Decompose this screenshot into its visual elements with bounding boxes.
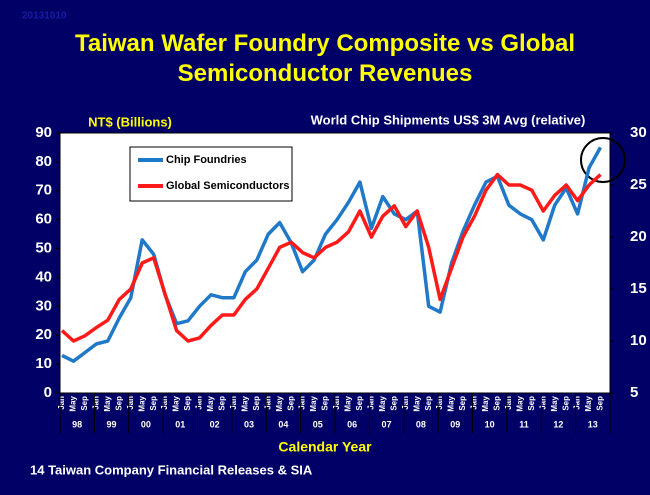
x-tick-label: Sep xyxy=(493,396,502,411)
x-tick-label: May xyxy=(447,395,456,411)
year-label: 02 xyxy=(210,419,220,429)
year-label: 13 xyxy=(588,419,598,429)
y2-tick-label: 10 xyxy=(630,332,647,349)
year-label: 10 xyxy=(485,419,495,429)
year-label: 08 xyxy=(416,419,426,429)
y2-tick-label: 15 xyxy=(630,280,647,297)
x-tick-label: Sep xyxy=(149,396,158,411)
year-label: 12 xyxy=(553,419,563,429)
x-tick-label: Sep xyxy=(252,396,261,411)
x-tick-label: May xyxy=(172,395,181,411)
x-tick-label: Jan xyxy=(470,396,479,410)
x-tick-label: May xyxy=(481,395,490,411)
x-tick-label: May xyxy=(69,395,78,411)
x-tick-label: Jan xyxy=(435,396,444,410)
x-tick-label: Sep xyxy=(80,396,89,411)
x-tick-label: Sep xyxy=(527,396,536,411)
y-tick-label: 20 xyxy=(35,326,52,343)
y-tick-label: 30 xyxy=(35,297,52,314)
y-tick-label: 70 xyxy=(35,182,52,199)
series-line xyxy=(61,146,603,363)
x-tick-label: Jan xyxy=(91,396,100,410)
legend-box xyxy=(129,146,293,202)
year-label: 05 xyxy=(313,419,323,429)
x-tick-label: May xyxy=(103,395,112,411)
x-tick-label: Sep xyxy=(596,396,605,411)
y2-tick-label: 20 xyxy=(630,228,647,245)
x-tick-label: May xyxy=(309,395,318,411)
x-tick-label: Sep xyxy=(218,396,227,411)
y-tick-label: 80 xyxy=(35,153,52,170)
x-tick-label: Sep xyxy=(458,396,467,411)
year-label: 09 xyxy=(450,419,460,429)
x-tick-label: Jan xyxy=(263,396,272,410)
x-tick-label: Sep xyxy=(321,396,330,411)
x-tick-label: Sep xyxy=(561,396,570,411)
year-label: 11 xyxy=(519,419,529,429)
x-tick-label: Jan xyxy=(538,396,547,410)
y-tick-label: 40 xyxy=(35,268,52,285)
x-tick-label: May xyxy=(550,395,559,411)
x-tick-label: May xyxy=(344,395,353,411)
chart-title: Taiwan Wafer Foundry Composite vs Global… xyxy=(75,30,575,87)
y2-tick-label: 25 xyxy=(630,176,647,193)
x-tick-label: Sep xyxy=(424,396,433,411)
y-axis-label: NT$ (Billions) xyxy=(88,114,172,129)
highlight-circle xyxy=(580,137,626,183)
x-tick-label: Sep xyxy=(286,396,295,411)
year-label: 03 xyxy=(244,419,254,429)
x-tick-label: May xyxy=(240,395,249,411)
y-tick-label: 90 xyxy=(35,124,52,141)
x-tick-label: May xyxy=(584,395,593,411)
year-label: 00 xyxy=(141,419,151,429)
year-label: 04 xyxy=(278,419,288,429)
x-tick-label: May xyxy=(275,395,284,411)
x-tick-label: May xyxy=(137,395,146,411)
x-tick-label: Jan xyxy=(160,396,169,410)
x-tick-label: Jan xyxy=(195,396,204,410)
y2-tick-label: 30 xyxy=(630,124,647,141)
series-line xyxy=(60,172,602,343)
x-tick-label: Sep xyxy=(355,396,364,411)
x-tick-label: Jan xyxy=(504,396,513,410)
x-axis-label: Calendar Year xyxy=(278,439,372,455)
year-label: 01 xyxy=(175,419,185,429)
x-tick-label: May xyxy=(412,395,421,411)
x-tick-label: Sep xyxy=(389,396,398,411)
x-tick-label: Jan xyxy=(298,396,307,410)
year-label: 98 xyxy=(72,419,82,429)
x-tick-label: May xyxy=(206,395,215,411)
legend-label: Chip Foundries xyxy=(166,154,247,166)
x-tick-label: Jan xyxy=(57,396,66,410)
year-label: 06 xyxy=(347,419,357,429)
legend-label: Global Semiconductors xyxy=(166,180,289,192)
footer: 14 Taiwan Company Financial Releases & S… xyxy=(30,462,313,477)
y-tick-label: 50 xyxy=(35,240,52,257)
x-tick-label: Jan xyxy=(126,396,135,410)
y-tick-label: 60 xyxy=(35,211,52,228)
year-label: 07 xyxy=(382,419,392,429)
x-tick-label: May xyxy=(378,395,387,411)
x-tick-label: Sep xyxy=(114,396,123,411)
x-tick-label: Jan xyxy=(229,396,238,410)
year-label: 99 xyxy=(107,419,117,429)
x-tick-label: Jan xyxy=(366,396,375,410)
x-tick-label: Jan xyxy=(401,396,410,410)
y-tick-label: 0 xyxy=(44,384,52,401)
x-tick-label: Jan xyxy=(332,396,341,410)
x-tick-label: Sep xyxy=(183,396,192,411)
stamp: 20131010 xyxy=(22,11,67,22)
x-tick-label: Jan xyxy=(573,396,582,410)
y2-axis-label: World Chip Shipments US$ 3M Avg (relativ… xyxy=(311,112,586,127)
x-tick-label: May xyxy=(515,395,524,411)
y-tick-label: 10 xyxy=(35,355,52,372)
y2-tick-label: 5 xyxy=(630,384,638,401)
